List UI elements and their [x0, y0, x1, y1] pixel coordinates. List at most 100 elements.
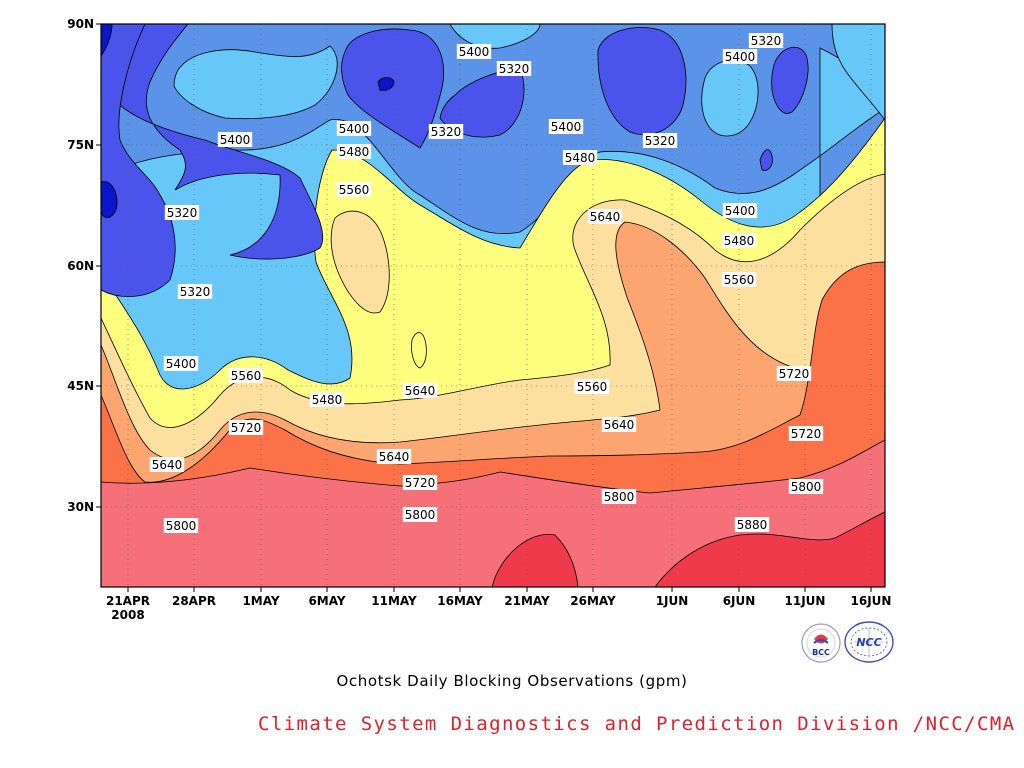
contour-label-bg — [309, 392, 345, 407]
svg-text:NCC: NCC — [856, 636, 881, 649]
contour-label-5320: 5320 — [167, 206, 198, 220]
contour-label-5800: 5800 — [791, 480, 822, 494]
contour-label-bg — [562, 150, 598, 165]
contour-label-5400: 5400 — [551, 120, 582, 134]
contour-label-5560: 5560 — [724, 273, 755, 287]
contour-fill-5400-5480-right — [831, 24, 885, 121]
contour-label-5400: 5400 — [725, 204, 756, 218]
contour-fill-5240-5320-ne-small — [759, 149, 773, 171]
contour-fill-5240-5320-ne — [771, 46, 809, 114]
y-tick-label-90n: 90N — [67, 17, 94, 31]
contour-label-bg — [548, 119, 584, 134]
contour-label-5640: 5640 — [379, 450, 410, 464]
contour-fill-5880-high — [491, 533, 579, 587]
contour-fill-5240-5320-center — [597, 27, 687, 136]
contour-label-bg — [722, 49, 758, 64]
ncc-logo: NCC — [844, 621, 894, 663]
contour-label-5400: 5400 — [725, 50, 756, 64]
contour-fill-5800-5880 — [101, 439, 885, 587]
contour-label-bg — [428, 124, 464, 139]
contour-fill-5240-5320-west — [101, 24, 176, 297]
contour-label-bg — [217, 132, 253, 147]
contour-label-bg — [228, 368, 264, 383]
y-tick-label-45n: 45N — [67, 379, 94, 393]
contour-label-bg — [748, 33, 784, 48]
contour-label-bg — [456, 44, 492, 59]
contour-fill-5240-5320-mid — [341, 28, 445, 149]
x-tick-label-1may: 1MAY — [242, 594, 279, 608]
contour-label-5800: 5800 — [405, 508, 436, 522]
contour-label-5560: 5560 — [339, 183, 370, 197]
contour-label-5320: 5320 — [751, 34, 782, 48]
contour-label-5400: 5400 — [459, 45, 490, 59]
contour-label-5640: 5640 — [152, 458, 183, 472]
contour-label-bg — [601, 417, 637, 432]
contour-label-5320: 5320 — [431, 125, 462, 139]
contour-label-5640: 5640 — [590, 210, 621, 224]
contour-label-bg — [177, 284, 213, 299]
x-year-label: 2008 — [111, 608, 144, 622]
contour-label-bg — [788, 426, 824, 441]
contour-label-5640: 5640 — [405, 384, 436, 398]
contour-label-5800: 5800 — [166, 519, 197, 533]
x-tick-label-28apr: 28APR — [172, 594, 216, 608]
contour-label-5560: 5560 — [231, 369, 262, 383]
contour-label-bg — [722, 203, 758, 218]
contour-label-bg — [163, 518, 199, 533]
contour-label-bg — [788, 479, 824, 494]
plot-frame — [100, 23, 886, 588]
x-tick-label-21may: 21MAY — [504, 594, 550, 608]
contour-label-bg — [149, 457, 185, 472]
contour-label-bg — [601, 489, 637, 504]
contour-fill-5240-5320-spot — [101, 181, 118, 218]
y-tick-label-30n: 30N — [67, 500, 94, 514]
contour-fills — [101, 24, 885, 587]
x-tick-label-16may: 16MAY — [437, 594, 483, 608]
contour-label-bg — [574, 379, 610, 394]
x-tick-label-11may: 11MAY — [371, 594, 417, 608]
contour-label-5320: 5320 — [499, 62, 530, 76]
contour-fill-5400-5480-top — [449, 24, 541, 49]
contour-label-bg — [721, 272, 757, 287]
contour-label-bg — [496, 61, 532, 76]
y-tick-label-60n: 60N — [67, 259, 94, 273]
contour-label-bg — [776, 366, 812, 381]
contour-label-5720: 5720 — [405, 476, 436, 490]
contour-label-5400: 5400 — [166, 357, 197, 371]
x-tick-label-6may: 6MAY — [308, 594, 345, 608]
x-tick-label-26may: 26MAY — [570, 594, 616, 608]
chart-title: Ochotsk Daily Blocking Observations (gpm… — [336, 672, 688, 690]
contour-label-5560: 5560 — [577, 380, 608, 394]
credit-text: Climate System Diagnostics and Predictio… — [258, 713, 1016, 735]
contour-label-bg — [376, 449, 412, 464]
bcc-logo: BCC — [801, 623, 841, 663]
contour-label-bg — [164, 205, 200, 220]
x-tick-label-11jun: 11JUN — [785, 594, 826, 608]
contour-label-5800: 5800 — [604, 490, 635, 504]
contour-label-bg — [642, 133, 678, 148]
axis-ticks: 30N 45N 60N 75N 90N 21APR 28APR 1MAY 6MAY 11MAY 16… — [67, 17, 891, 622]
contour-fill-5640-5720-bubble — [330, 210, 390, 314]
contour-labels: 5400 5320 5400 5320 5400 5400 5320 5320 5400 5480… — [149, 33, 824, 533]
contour-label-bg — [336, 144, 372, 159]
contour-fill-5880-high-east — [654, 511, 885, 587]
contour-label-bg — [721, 233, 757, 248]
contour-label-5720: 5720 — [231, 421, 262, 435]
contour-label-5480: 5480 — [565, 151, 596, 165]
contour-label-bg — [734, 517, 770, 532]
contour-label-5640: 5640 — [604, 418, 635, 432]
contour-label-5480: 5480 — [724, 234, 755, 248]
x-tick-label-16jun: 16JUN — [851, 594, 892, 608]
contour-label-5480: 5480 — [339, 145, 370, 159]
contour-label-5880: 5880 — [737, 518, 768, 532]
contour-label-bg — [402, 475, 438, 490]
x-tick-label-1jun: 1JUN — [656, 594, 689, 608]
y-tick-label-75n: 75N — [67, 138, 94, 152]
contour-label-bg — [163, 356, 199, 371]
contour-label-5720: 5720 — [791, 427, 822, 441]
contour-label-bg — [228, 420, 264, 435]
contour-label-5400: 5400 — [339, 122, 370, 136]
contour-label-5720: 5720 — [779, 367, 810, 381]
contour-fill-5240-5320-dot — [377, 77, 395, 91]
